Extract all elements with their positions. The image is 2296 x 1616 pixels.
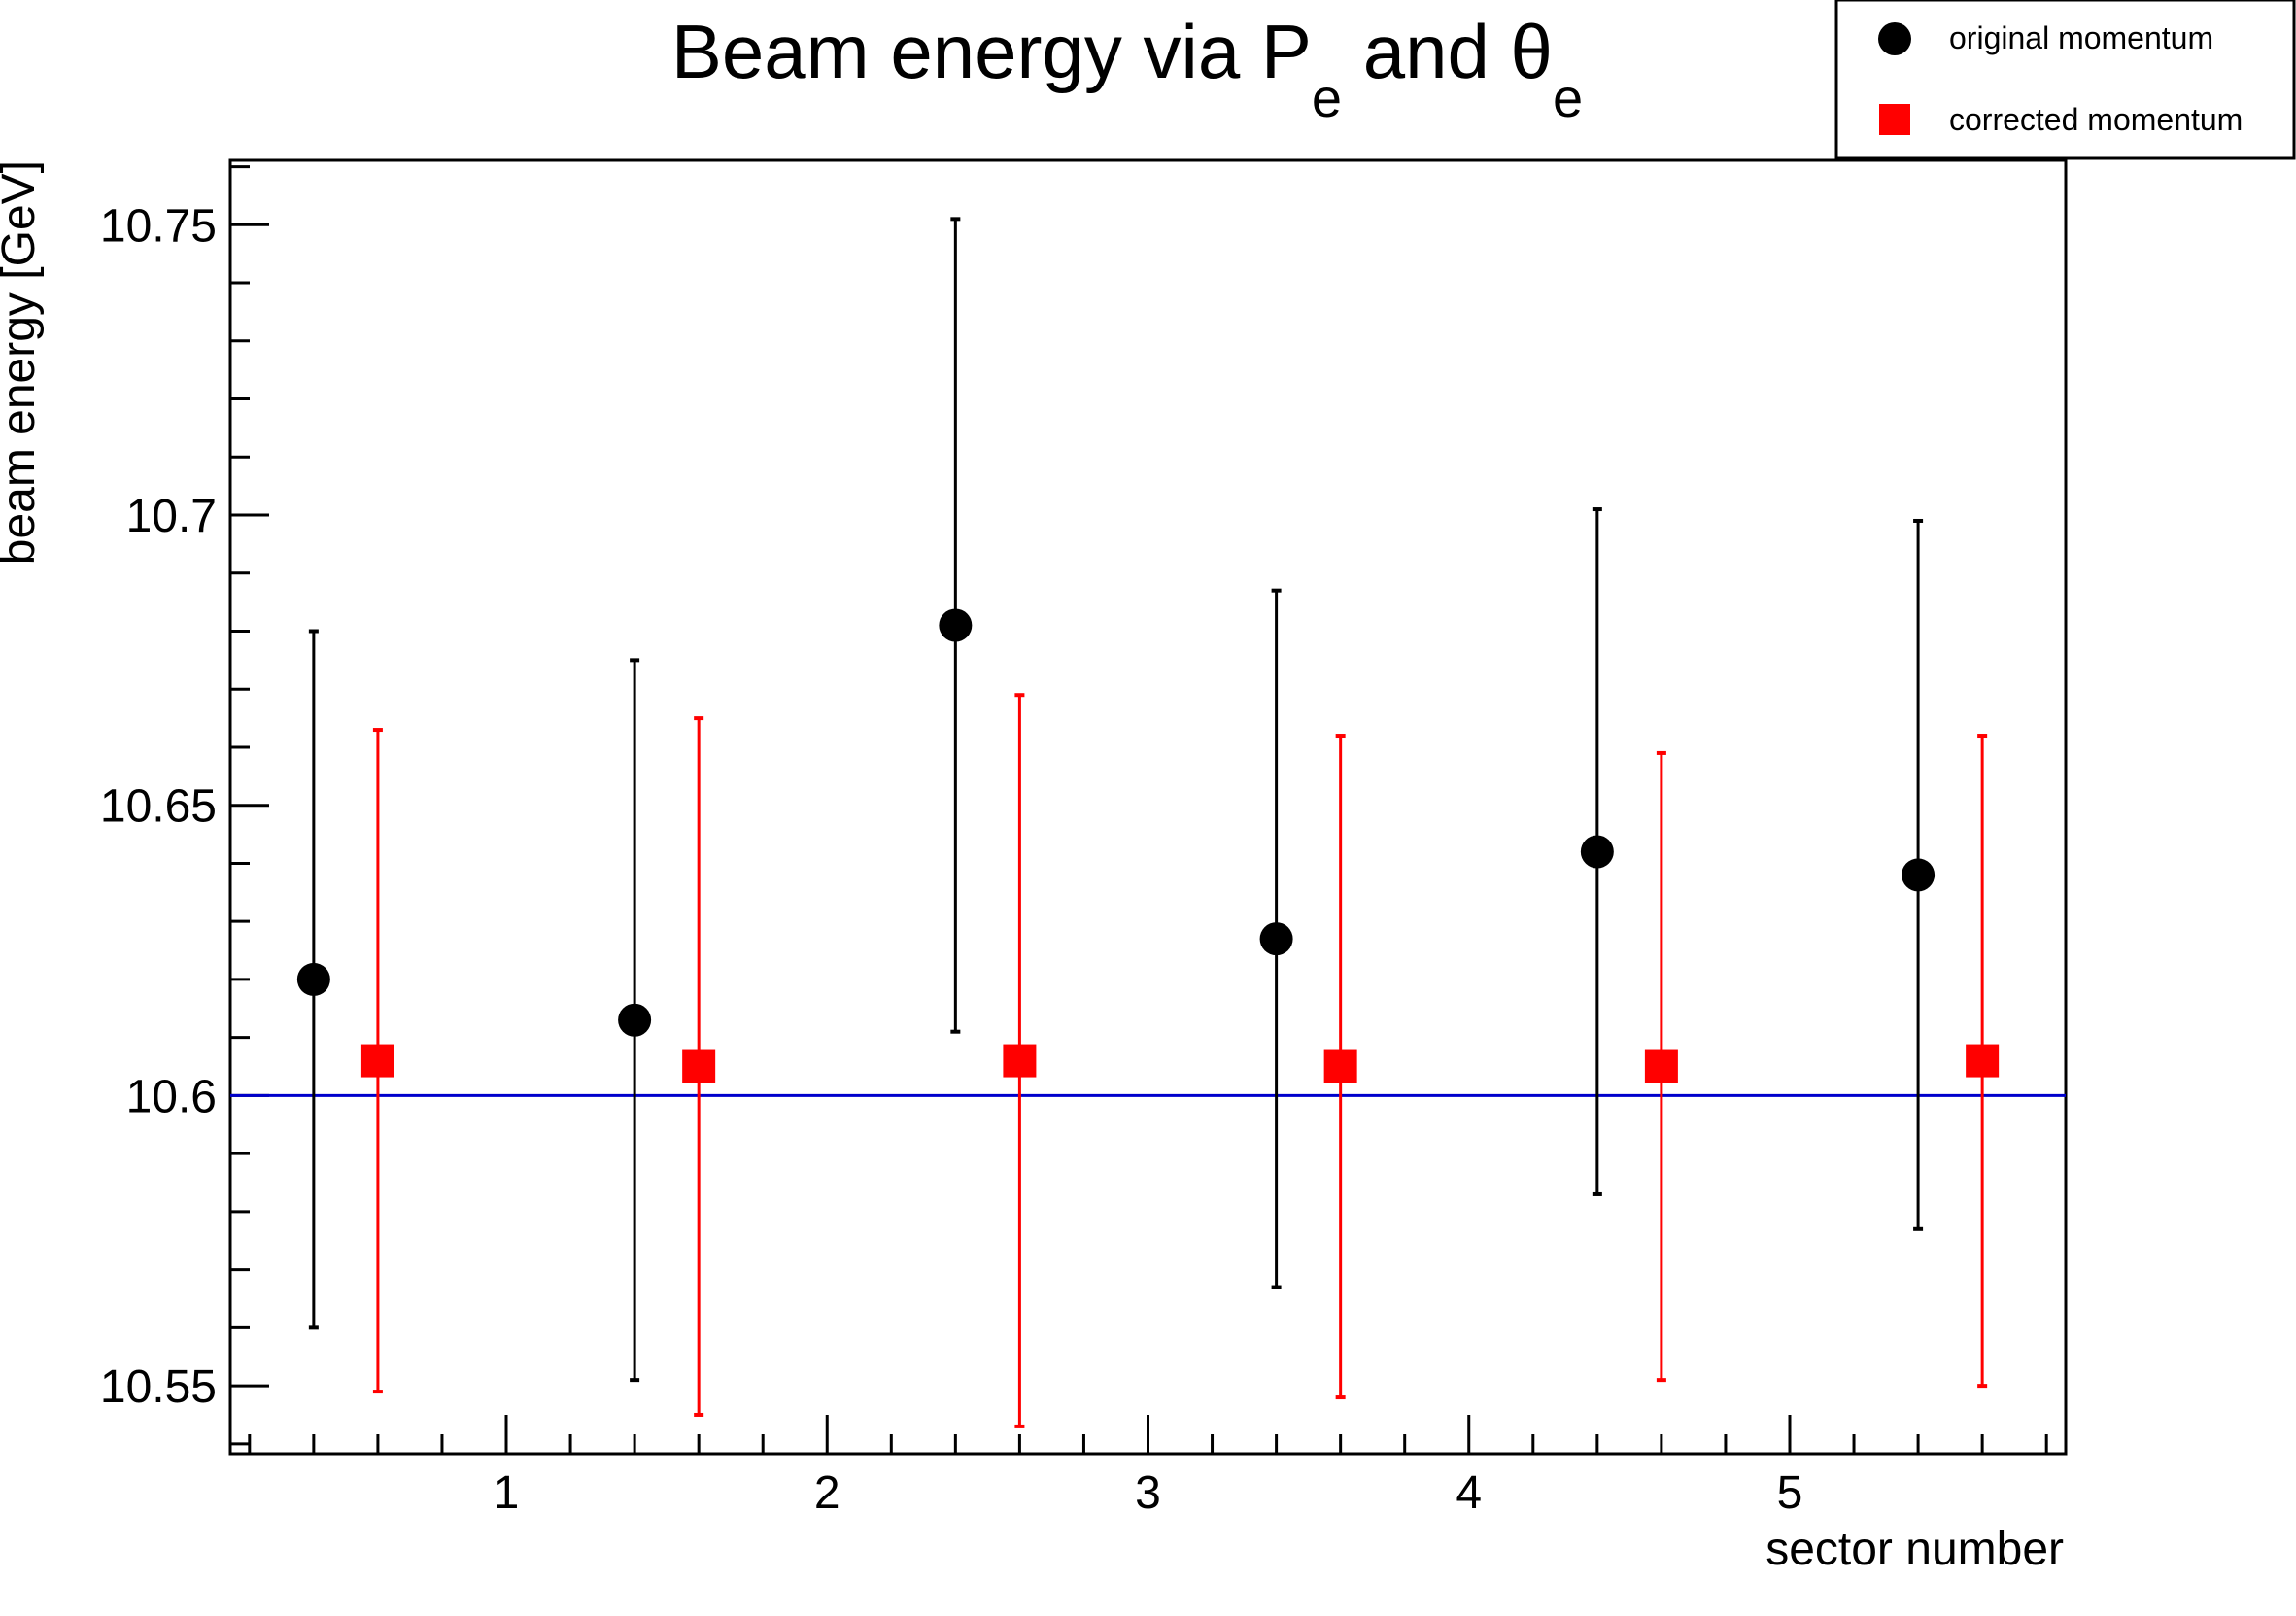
chart-title: Beam energy via Pe and θe	[671, 9, 1583, 128]
series-original-momentum	[296, 217, 1936, 1383]
legend-marker-corrected	[1879, 104, 1910, 135]
data-point	[939, 608, 973, 642]
y-tick-labels: 10.55 10.6 10.65 10.7 10.75	[100, 200, 217, 1413]
y-tick-label: 10.75	[100, 200, 217, 252]
legend-box	[1834, 0, 2296, 160]
data-point	[618, 1003, 652, 1037]
x-tick-label: 2	[814, 1467, 840, 1519]
y-tick-label: 10.65	[100, 781, 217, 833]
data-point	[1966, 1044, 2000, 1078]
plot-frame	[228, 158, 2068, 1456]
legend-label-corrected: corrected momentum	[1949, 102, 2243, 137]
x-axis-label: sector number	[1765, 1524, 2064, 1575]
legend: original momentum corrected momentum	[1834, 0, 2296, 160]
x-tick-label: 5	[1777, 1467, 1803, 1519]
x-tick-label: 3	[1135, 1467, 1161, 1519]
data-point	[1259, 922, 1293, 956]
data-point	[1902, 858, 1936, 892]
x-tick-label: 1	[494, 1467, 520, 1519]
data-point	[360, 1044, 394, 1078]
data-point	[1644, 1049, 1678, 1083]
data-point	[1003, 1044, 1037, 1078]
y-tick-label: 10.55	[100, 1361, 217, 1413]
series-corrected-momentum	[360, 693, 2000, 1428]
y-tick-label: 10.7	[126, 491, 217, 542]
y-axis-label: beam energy [GeV]	[0, 160, 45, 565]
data-point	[1580, 835, 1614, 869]
x-tick-labels: 1 2 3 4 5	[494, 1467, 1803, 1519]
data-point	[1323, 1049, 1357, 1083]
series-layer	[296, 217, 2000, 1428]
data-point	[296, 962, 330, 996]
y-tick-label: 10.6	[126, 1071, 217, 1122]
data-point	[682, 1049, 716, 1083]
x-tick-label: 4	[1456, 1467, 1482, 1519]
x-axis	[248, 1415, 2048, 1454]
y-axis	[230, 165, 269, 1446]
legend-label-original: original momentum	[1949, 20, 2213, 55]
legend-marker-original	[1878, 22, 1911, 55]
